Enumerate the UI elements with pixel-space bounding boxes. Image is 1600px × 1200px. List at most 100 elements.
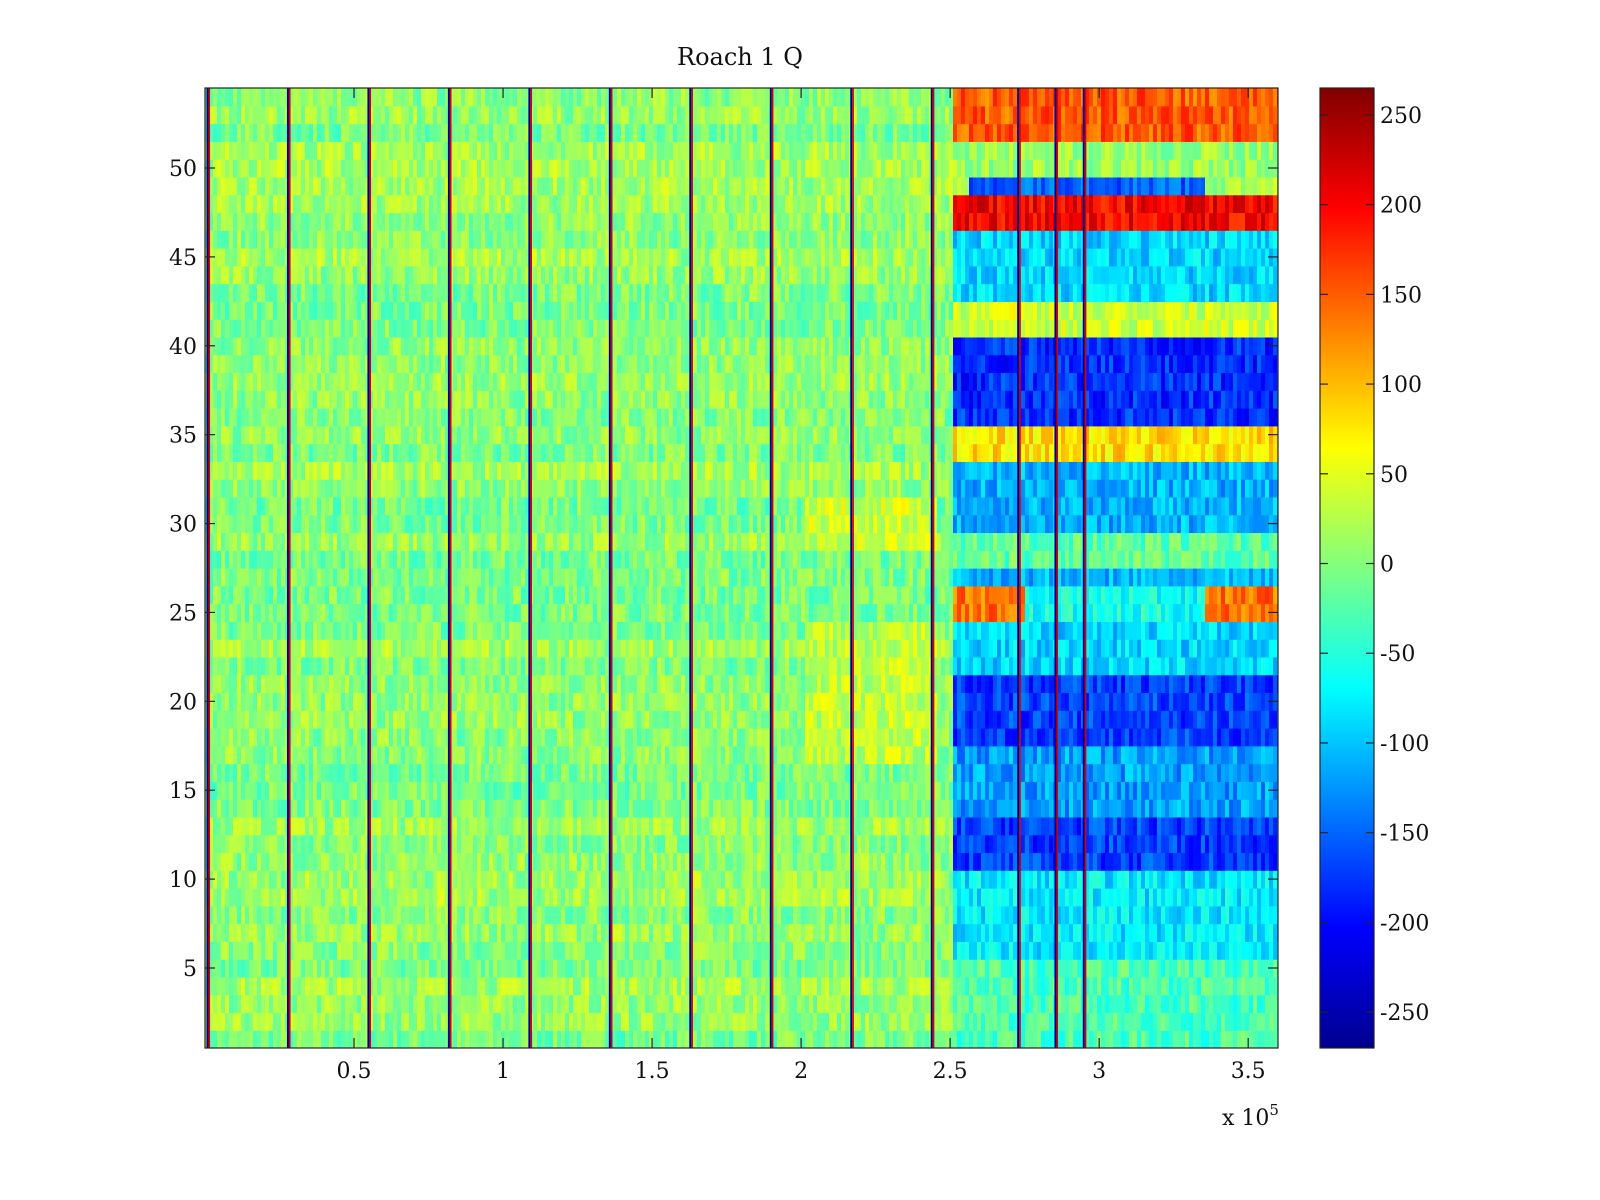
heatmap-cell [773,745,778,765]
heatmap-cell [1077,763,1082,782]
heatmap-cell [873,745,878,765]
heatmap-cell [1133,1030,1138,1048]
heatmap-cell [693,834,698,854]
heatmap-cell [585,816,590,836]
heatmap-cell [213,834,218,854]
heatmap-cell [1045,763,1050,782]
heatmap-cell [981,799,986,818]
heatmap-cell [1197,888,1202,907]
heatmap-cell [953,781,958,800]
heatmap-cell [681,728,686,747]
heatmap-cell [293,1030,298,1048]
heatmap-cell [1033,870,1038,889]
heatmap-cell [1173,923,1178,942]
heatmap-cell [373,728,378,747]
heatmap-cell [377,905,382,925]
heatmap-cell [829,763,834,782]
heatmap-cell [589,923,594,942]
heatmap-cell [957,816,962,836]
heatmap-cell [865,1030,870,1048]
heatmap-cell [345,1030,350,1048]
heatmap-cell [353,781,358,800]
heatmap-cell [1221,905,1226,925]
heatmap-cell [909,852,914,871]
heatmap-cell [517,781,522,800]
heatmap-cell [233,816,238,836]
heatmap-cell [1249,745,1254,765]
heatmap-cell [389,799,394,818]
heatmap-cell [425,1030,430,1048]
heatmap-cell [1121,745,1126,765]
heatmap-cell [1173,728,1178,747]
heatmap-cell [1189,816,1194,836]
heatmap-cell [293,852,298,871]
heatmap-cell [813,994,818,1014]
heatmap-cell [737,710,742,729]
heatmap-cell [621,799,626,818]
heatmap-cell [789,745,794,765]
heatmap-cell [509,834,514,854]
heatmap-cell [913,745,918,765]
heatmap-cell [533,781,538,800]
heatmap-cell [381,870,386,889]
heatmap-cell [761,941,766,960]
heatmap-cell [825,959,830,978]
heatmap-cell [305,870,310,889]
heatmap-cell [297,799,302,818]
heatmap-cell [997,994,1002,1014]
heatmap-cell [585,728,590,747]
heatmap-cell [761,763,766,782]
heatmap-cell [941,781,946,800]
heatmap-cell [245,710,250,729]
heatmap-cell [549,994,554,1014]
heatmap-cell [269,994,274,1014]
heatmap-cell [241,852,246,871]
heatmap-cell [1161,941,1166,960]
heatmap-cell [825,905,830,925]
heatmap-cell [1201,1030,1206,1048]
heatmap-cell [1249,870,1254,889]
heatmap-cell [1225,728,1230,747]
heatmap-cell [1009,852,1014,871]
heatmap-cell [209,745,214,765]
heatmap-cell [893,763,898,782]
heatmap-cell [441,870,446,889]
heatmap-cell [1197,923,1202,942]
heatmap-cell [493,941,498,960]
heatmap-cell [1041,781,1046,800]
heatmap-cell [789,728,794,747]
heatmap-cell [825,1030,830,1048]
heatmap-cell [521,1030,526,1048]
heatmap-cell [1197,1030,1202,1048]
heatmap-cell [913,923,918,942]
heatmap-cell [1269,728,1274,747]
heatmap-cell [1145,1012,1150,1031]
heatmap-cell [1025,959,1030,978]
heatmap-cell [1113,976,1118,996]
heatmap-cell [305,941,310,960]
heatmap-cell [241,888,246,907]
heatmap-cell [481,923,486,942]
heatmap-cell [257,941,262,960]
heatmap-cell [429,1030,434,1048]
heatmap-cell [601,870,606,889]
heatmap-cell [965,834,970,854]
heatmap-cell [437,710,442,729]
heatmap-cell [1265,1012,1270,1031]
heatmap-cell [273,888,278,907]
heatmap-cell [289,870,294,889]
heatmap-cell [525,728,530,747]
heatmap-cell [697,816,702,836]
heatmap-cell [1001,834,1006,854]
heatmap-cell [341,923,346,942]
heatmap-cell [569,1012,574,1031]
heatmap-cell [525,763,530,782]
heatmap-cell [325,994,330,1014]
heatmap-cell [581,1030,586,1048]
heatmap-cell [1125,1030,1130,1048]
heatmap-cell [437,1012,442,1031]
heatmap-cell [497,834,502,854]
heatmap-cell [629,923,634,942]
heatmap-cell [481,799,486,818]
heatmap-cell [509,870,514,889]
